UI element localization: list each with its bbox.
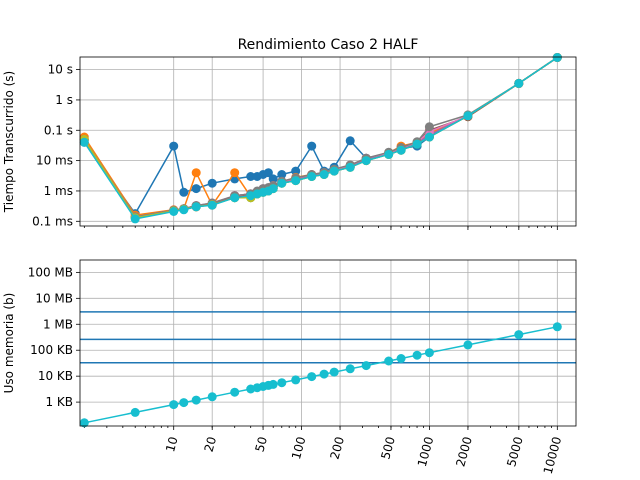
series-line bbox=[83, 56, 558, 219]
y-tick-label: 1 ms bbox=[44, 184, 73, 198]
data-point bbox=[179, 398, 189, 408]
data-point bbox=[169, 207, 179, 216]
data-point bbox=[307, 172, 317, 181]
chart-title: Rendimiento Caso 2 HALF bbox=[238, 37, 419, 53]
data-point bbox=[268, 379, 278, 389]
y-tick-label: 1 MB bbox=[43, 317, 73, 331]
series-line bbox=[83, 56, 558, 220]
data-point bbox=[345, 364, 355, 374]
data-point bbox=[361, 361, 371, 371]
data-point bbox=[277, 178, 287, 188]
data-point bbox=[179, 187, 189, 197]
time-panel: 0.1 ms 1 ms 10 ms 0.1 s 1 s 10 s Rendimiento C… bbox=[2, 37, 577, 230]
data-point bbox=[263, 168, 273, 178]
data-point bbox=[329, 367, 339, 377]
data-point bbox=[291, 166, 301, 176]
data-point bbox=[345, 136, 355, 146]
data-point bbox=[412, 350, 422, 360]
y-tick-label: 10 KB bbox=[38, 369, 73, 383]
y-tick-label: 0.1 ms bbox=[32, 214, 73, 228]
data-point bbox=[424, 122, 434, 132]
data-point bbox=[230, 168, 240, 178]
data-point bbox=[79, 418, 89, 428]
data-point bbox=[169, 400, 179, 410]
data-point bbox=[329, 166, 339, 176]
series-line bbox=[83, 56, 558, 218]
y-tick-label: 100 KB bbox=[30, 343, 73, 357]
y-tick-label: 1 s bbox=[55, 93, 73, 107]
axes-frame bbox=[79, 56, 577, 227]
data-point bbox=[230, 193, 240, 203]
x-tick-label: 200 bbox=[328, 435, 347, 461]
data-point bbox=[463, 111, 473, 121]
data-point bbox=[396, 145, 406, 155]
data-point bbox=[179, 205, 189, 215]
data-point bbox=[552, 322, 562, 332]
y-axis-label: Tiempo Transcurrido (s) bbox=[2, 71, 16, 213]
data-point bbox=[463, 340, 473, 350]
data-point bbox=[246, 172, 256, 181]
data-point bbox=[319, 369, 329, 379]
data-point bbox=[361, 156, 371, 166]
data-point bbox=[207, 200, 217, 210]
data-point bbox=[384, 356, 394, 366]
data-point bbox=[514, 78, 524, 88]
data-point bbox=[396, 354, 406, 363]
memory-panel: 10 20 50 100 200 500 1000 2000 5000 10000 1 KB 10 K… bbox=[2, 259, 577, 476]
data-point bbox=[207, 178, 217, 188]
data-point bbox=[514, 330, 524, 340]
x-tick-label: 1000 bbox=[415, 435, 436, 468]
data-point bbox=[191, 184, 201, 194]
y-tick-label: 10 s bbox=[48, 63, 73, 77]
data-point bbox=[277, 170, 287, 179]
data-point bbox=[268, 184, 278, 194]
y-tick-label: 10 MB bbox=[35, 291, 73, 305]
y-tick-label: 100 MB bbox=[28, 265, 73, 279]
data-point bbox=[424, 348, 434, 358]
x-tick-label: 5000 bbox=[504, 435, 525, 468]
data-point bbox=[169, 141, 179, 151]
data-point bbox=[277, 378, 287, 388]
data-point bbox=[307, 141, 317, 151]
x-tick-label: 10000 bbox=[541, 435, 564, 476]
axes-frame bbox=[79, 259, 577, 427]
series-line bbox=[83, 56, 558, 218]
data-point bbox=[552, 53, 562, 62]
data-point bbox=[412, 139, 422, 149]
series-line bbox=[83, 56, 558, 218]
y-tick-label: 10 ms bbox=[36, 154, 73, 168]
data-point bbox=[291, 176, 301, 186]
data-point bbox=[291, 375, 301, 385]
data-point bbox=[207, 392, 217, 402]
data-point bbox=[319, 170, 329, 179]
data-point bbox=[79, 137, 89, 147]
y-axis-label: Uso memoria (b) bbox=[2, 293, 16, 394]
x-tick-label: 10 bbox=[163, 435, 180, 453]
series-line bbox=[83, 56, 558, 219]
data-point bbox=[345, 162, 355, 172]
x-tick-label: 2000 bbox=[453, 435, 474, 468]
y-tick-label: 1 KB bbox=[45, 395, 73, 409]
series-line bbox=[83, 56, 558, 218]
data-point bbox=[130, 407, 140, 417]
x-tick-label: 50 bbox=[253, 435, 270, 453]
x-tick-label: 500 bbox=[378, 435, 397, 461]
data-point bbox=[130, 214, 140, 224]
data-point bbox=[230, 387, 240, 397]
data-point bbox=[307, 372, 317, 382]
data-point bbox=[191, 168, 201, 178]
y-tick-label: 0.1 s bbox=[44, 123, 73, 137]
x-tick-label: 20 bbox=[202, 435, 219, 453]
data-point bbox=[268, 174, 278, 184]
series-line bbox=[83, 56, 558, 218]
data-point bbox=[191, 202, 201, 212]
x-tick-label: 100 bbox=[289, 435, 308, 461]
data-point bbox=[191, 395, 201, 405]
series-line bbox=[83, 56, 558, 215]
data-point bbox=[424, 132, 434, 142]
data-point bbox=[384, 149, 394, 159]
series-line bbox=[83, 56, 558, 216]
